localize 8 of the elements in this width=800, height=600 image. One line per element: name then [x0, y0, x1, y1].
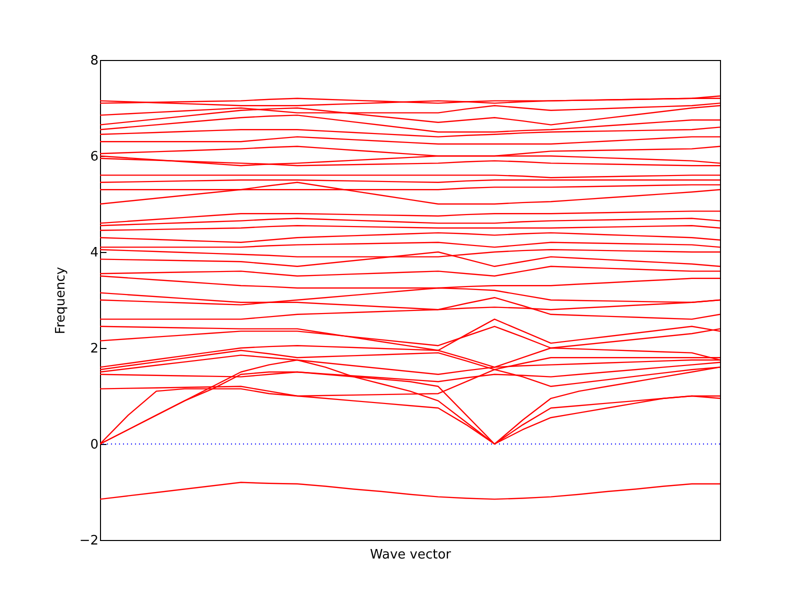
y-tick-label: −2	[79, 534, 98, 548]
y-tick-label: 6	[90, 150, 98, 164]
x-axis-title: Wave vector	[370, 548, 452, 562]
y-tick-label: 2	[90, 342, 98, 356]
y-tick-label: 4	[90, 246, 98, 260]
y-tick-label: 8	[90, 54, 98, 68]
y-axis-title: Frequency	[53, 266, 68, 334]
y-tick-label: 0	[90, 438, 98, 452]
